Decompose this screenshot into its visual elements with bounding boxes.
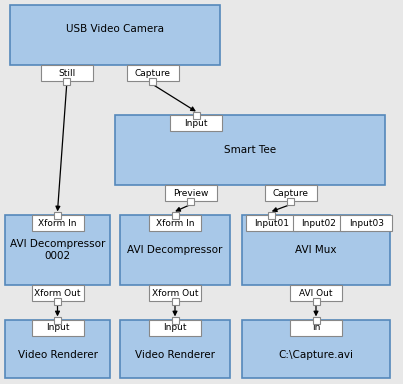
- Text: Video Renderer: Video Renderer: [17, 350, 98, 360]
- Text: Input03: Input03: [349, 218, 384, 227]
- Bar: [172, 298, 179, 305]
- Text: Input01: Input01: [254, 218, 289, 227]
- Text: Input: Input: [184, 119, 208, 127]
- Bar: [54, 316, 61, 323]
- Text: Still: Still: [58, 68, 75, 78]
- Bar: [5, 320, 110, 378]
- Text: Capture: Capture: [135, 68, 171, 78]
- Bar: [149, 320, 201, 336]
- Text: Input: Input: [163, 323, 187, 333]
- Text: AVI Mux: AVI Mux: [295, 245, 337, 255]
- Bar: [287, 197, 294, 205]
- Bar: [245, 215, 297, 231]
- Text: Xform Out: Xform Out: [34, 288, 81, 298]
- Text: USB Video Camera: USB Video Camera: [66, 24, 164, 34]
- Text: Capture: Capture: [272, 189, 309, 197]
- Text: AVI Decompressor: AVI Decompressor: [127, 245, 223, 255]
- Text: In: In: [312, 323, 320, 333]
- Bar: [264, 185, 316, 201]
- Text: Xform In: Xform In: [156, 218, 194, 227]
- Bar: [340, 215, 392, 231]
- Bar: [172, 212, 179, 218]
- Bar: [54, 212, 61, 218]
- Bar: [193, 111, 199, 119]
- Bar: [312, 316, 320, 323]
- Bar: [63, 78, 70, 84]
- Text: Smart Tee: Smart Tee: [224, 145, 276, 155]
- Bar: [115, 115, 385, 185]
- Bar: [54, 298, 61, 305]
- Bar: [172, 316, 179, 323]
- Bar: [290, 285, 342, 301]
- Bar: [312, 298, 320, 305]
- Bar: [170, 115, 222, 131]
- Text: Xform Out: Xform Out: [152, 288, 198, 298]
- Bar: [268, 212, 275, 218]
- Bar: [149, 285, 201, 301]
- Bar: [290, 320, 342, 336]
- Bar: [149, 215, 201, 231]
- Text: Xform In: Xform In: [38, 218, 77, 227]
- Text: C:\Capture.avi: C:\Capture.avi: [278, 350, 353, 360]
- Bar: [31, 285, 83, 301]
- Bar: [120, 215, 230, 285]
- Bar: [10, 5, 220, 65]
- Text: Input: Input: [46, 323, 69, 333]
- Bar: [187, 197, 194, 205]
- Bar: [293, 215, 345, 231]
- Bar: [5, 215, 110, 285]
- Bar: [242, 320, 390, 378]
- Bar: [164, 185, 216, 201]
- Bar: [120, 320, 230, 378]
- Bar: [31, 215, 83, 231]
- Text: AVI Decompressor
0002: AVI Decompressor 0002: [10, 239, 105, 261]
- Bar: [242, 215, 390, 285]
- Text: Input02: Input02: [301, 218, 337, 227]
- Bar: [149, 78, 156, 84]
- Text: Video Renderer: Video Renderer: [135, 350, 215, 360]
- Bar: [41, 65, 93, 81]
- Bar: [31, 320, 83, 336]
- Bar: [127, 65, 179, 81]
- Text: Preview: Preview: [173, 189, 208, 197]
- Text: AVI Out: AVI Out: [299, 288, 333, 298]
